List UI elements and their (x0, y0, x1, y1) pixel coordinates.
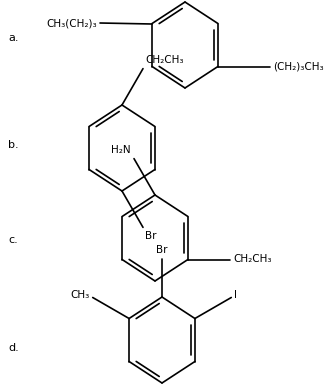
Text: CH₂CH₃: CH₂CH₃ (233, 255, 271, 265)
Text: CH₃(CH₂)₃: CH₃(CH₂)₃ (46, 18, 97, 28)
Text: H₂N: H₂N (111, 145, 131, 155)
Text: c.: c. (8, 235, 18, 245)
Text: Br: Br (156, 245, 168, 255)
Text: b.: b. (8, 140, 18, 150)
Text: a.: a. (8, 33, 18, 43)
Text: CH₃: CH₃ (71, 291, 90, 301)
Text: d.: d. (8, 343, 19, 353)
Text: CH₂CH₃: CH₂CH₃ (145, 55, 183, 65)
Text: (CH₂)₃CH₃: (CH₂)₃CH₃ (273, 61, 324, 71)
Text: Br: Br (145, 232, 157, 242)
Text: I: I (234, 291, 237, 301)
